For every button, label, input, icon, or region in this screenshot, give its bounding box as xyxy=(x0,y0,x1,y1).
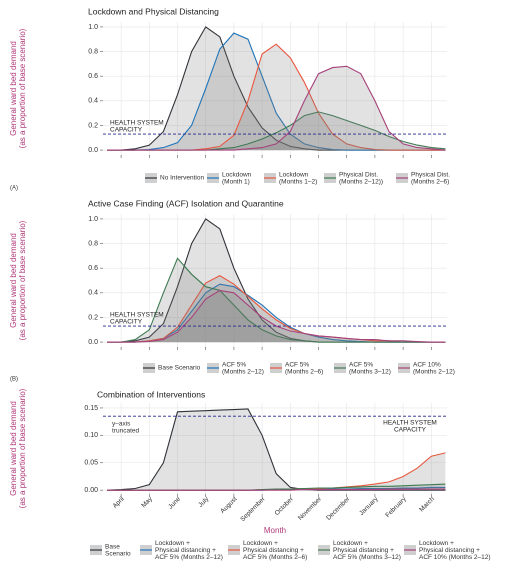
legend-label: Lockdown + Physical distancing + ACF 5% (M… xyxy=(333,540,401,561)
line xyxy=(107,257,446,343)
x-tick-label: June xyxy=(167,495,182,510)
area xyxy=(107,452,446,491)
y-tick-label: 0.0 xyxy=(88,147,98,154)
x-tick-label: January xyxy=(358,495,380,517)
y-tick-label: 0.10 xyxy=(84,432,98,439)
x-tick-label: February xyxy=(384,495,408,519)
legend-label: Lockdown + Physical distancing + ACF 10% (… xyxy=(419,540,491,561)
area xyxy=(107,258,446,343)
legend-label: ACF 5% (Months 2–12) xyxy=(222,361,264,375)
y-tick-label: 0.6 xyxy=(88,265,98,272)
panel-title: Combination of Interventions xyxy=(97,389,205,399)
area xyxy=(107,284,446,343)
x-tick-label: November xyxy=(297,495,324,522)
y-tick-label: 0.4 xyxy=(88,290,98,297)
x-tick-label: August xyxy=(219,496,238,515)
y-tick-label: 0.0 xyxy=(88,339,98,346)
y-axis-label: General ward bed demand xyxy=(9,41,18,136)
y-tick-label: 0.2 xyxy=(88,122,98,129)
legend-label: Base Scenario xyxy=(158,365,201,372)
area xyxy=(107,484,446,491)
legend-label: No Intervention xyxy=(160,175,204,182)
area xyxy=(107,26,446,151)
x-tick-label: October xyxy=(274,495,296,517)
capacity-label: HEALTH SYSTEM CAPACITY xyxy=(110,311,164,325)
x-tick-label: July xyxy=(197,495,211,509)
y-tick-label: 1.0 xyxy=(88,24,98,31)
y-tick-label: 0.8 xyxy=(88,48,98,55)
y-tick-label: 0.00 xyxy=(84,487,98,494)
line xyxy=(107,65,446,151)
x-axis-label: Month xyxy=(264,526,286,535)
legend-label: Lockdown (Months 1–2) xyxy=(279,171,317,185)
y-tick-label: 0.15 xyxy=(84,405,98,412)
annotation: y–axis truncated xyxy=(112,420,139,434)
plot-background xyxy=(103,403,447,494)
legend-label: Physical Dist. (Months 2–12)) xyxy=(339,171,383,185)
line xyxy=(106,408,446,491)
panel: Combination of Interventions General ward… xyxy=(9,388,490,560)
area xyxy=(107,33,446,151)
x-tick-label: March xyxy=(418,495,436,513)
line xyxy=(107,289,446,343)
area xyxy=(107,409,446,491)
legend-label: Lockdown + Physical distancing + ACF 5% (M… xyxy=(155,540,223,561)
x-tick-label: May xyxy=(140,495,154,509)
y-axis-label: General ward bed demand xyxy=(9,401,18,496)
legend-label: Base Scenario xyxy=(105,543,131,557)
legend-label: Physical Dist. (Months 2–6) xyxy=(411,171,450,185)
y-tick-label: 0.8 xyxy=(88,240,98,247)
area xyxy=(107,290,446,343)
y-axis-label: General ward bed demand xyxy=(9,233,18,328)
line xyxy=(107,488,446,491)
capacity-label: HEALTH SYSTEM CAPACITY xyxy=(383,419,437,433)
panel-title: Active Case Finding (ACF) Isolation and … xyxy=(88,198,284,208)
y-tick-label: 0.4 xyxy=(88,98,98,105)
legend-label: Lockdown + Physical distancing + ACF 5% (M… xyxy=(243,540,307,561)
legend-label: ACF 5% (Months 2–6) xyxy=(285,361,323,375)
capacity-label: HEALTH SYSTEM CAPACITY xyxy=(110,119,164,133)
x-tick-label: December xyxy=(325,495,352,522)
y-tick-label: 0.6 xyxy=(88,73,98,80)
area xyxy=(107,44,446,151)
panel-label: (B) xyxy=(10,377,18,383)
y-tick-label: 0.05 xyxy=(84,460,98,467)
legend-label: ACF 10% (Months 2–12) xyxy=(413,361,455,375)
area xyxy=(107,111,446,151)
panel-title: Lockdown and Physical Distancing xyxy=(88,6,219,16)
legend-label: Lockdown (Month 1) xyxy=(222,171,252,185)
y-axis-label: (as a proportion of base scenario) xyxy=(18,220,27,340)
y-axis-label: (as a proportion of base scenario) xyxy=(18,388,27,508)
area xyxy=(107,275,446,343)
panel: Active Case Finding (ACF) Isolation and … xyxy=(9,198,455,382)
legend-label: ACF 5% (Months 3–12) xyxy=(349,361,391,375)
x-tick-label: September xyxy=(239,495,267,523)
panel-label: (A) xyxy=(10,186,18,192)
y-tick-label: 0.2 xyxy=(88,314,98,321)
y-axis-label: (as a proportion of base scenario) xyxy=(18,28,27,148)
area xyxy=(107,66,446,151)
panel: Lockdown and Physical Distancing (A) Gener… xyxy=(9,6,450,191)
y-tick-label: 1.0 xyxy=(88,216,98,223)
x-tick-label: April xyxy=(112,495,127,510)
